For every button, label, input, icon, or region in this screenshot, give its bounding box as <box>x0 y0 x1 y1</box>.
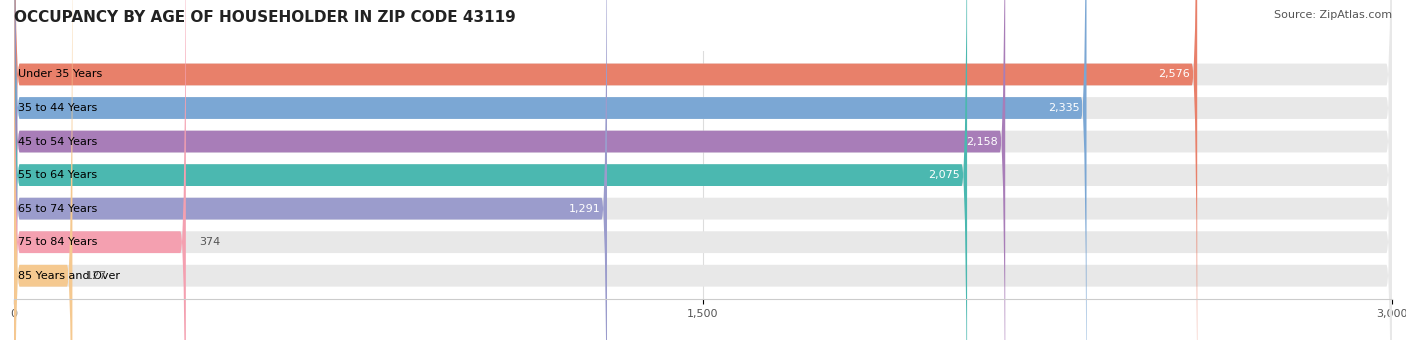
FancyBboxPatch shape <box>14 0 1392 340</box>
FancyBboxPatch shape <box>14 0 1392 340</box>
FancyBboxPatch shape <box>14 0 72 340</box>
Text: 75 to 84 Years: 75 to 84 Years <box>18 237 97 247</box>
FancyBboxPatch shape <box>14 0 186 340</box>
FancyBboxPatch shape <box>14 0 1392 340</box>
Text: 127: 127 <box>86 271 107 281</box>
Text: 45 to 54 Years: 45 to 54 Years <box>18 137 97 147</box>
FancyBboxPatch shape <box>14 0 1005 340</box>
FancyBboxPatch shape <box>14 0 1392 340</box>
Text: 1,291: 1,291 <box>568 204 600 214</box>
Text: 2,158: 2,158 <box>966 137 998 147</box>
Text: 374: 374 <box>200 237 221 247</box>
Text: 2,335: 2,335 <box>1047 103 1080 113</box>
Text: 35 to 44 Years: 35 to 44 Years <box>18 103 97 113</box>
FancyBboxPatch shape <box>14 0 1197 340</box>
Text: Under 35 Years: Under 35 Years <box>18 69 103 80</box>
Text: 65 to 74 Years: 65 to 74 Years <box>18 204 97 214</box>
Text: Source: ZipAtlas.com: Source: ZipAtlas.com <box>1274 10 1392 20</box>
FancyBboxPatch shape <box>14 0 1392 340</box>
Text: 85 Years and Over: 85 Years and Over <box>18 271 120 281</box>
Text: 2,075: 2,075 <box>928 170 960 180</box>
FancyBboxPatch shape <box>14 0 967 340</box>
Text: 55 to 64 Years: 55 to 64 Years <box>18 170 97 180</box>
FancyBboxPatch shape <box>14 0 1087 340</box>
FancyBboxPatch shape <box>14 0 1392 340</box>
FancyBboxPatch shape <box>14 0 1392 340</box>
Text: 2,576: 2,576 <box>1159 69 1191 80</box>
Text: OCCUPANCY BY AGE OF HOUSEHOLDER IN ZIP CODE 43119: OCCUPANCY BY AGE OF HOUSEHOLDER IN ZIP C… <box>14 10 516 25</box>
FancyBboxPatch shape <box>14 0 607 340</box>
